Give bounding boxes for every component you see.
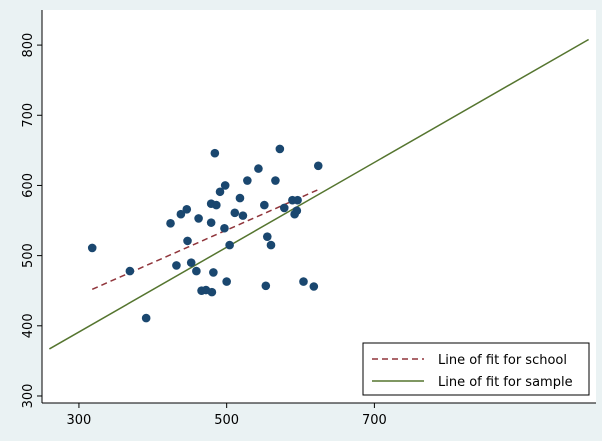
data-point-0 bbox=[87, 243, 97, 253]
y-tick-label-300: 300 bbox=[21, 384, 36, 409]
legend-label-sample: Line of fit for sample bbox=[438, 375, 573, 390]
data-point-25 bbox=[235, 193, 245, 203]
legend-label-school: Line of fit for school bbox=[438, 353, 567, 368]
data-point-2 bbox=[141, 313, 151, 323]
data-point-17 bbox=[210, 148, 220, 158]
axis-ticks: 300 500 700 300 400 500 600 700 800 bbox=[21, 33, 387, 428]
data-point-32 bbox=[266, 240, 276, 250]
data-point-28 bbox=[254, 164, 263, 173]
data-point-33 bbox=[271, 176, 280, 185]
data-point-23 bbox=[225, 240, 234, 250]
y-tick-label-500: 500 bbox=[21, 243, 36, 268]
y-tick-label-800: 800 bbox=[21, 33, 36, 58]
data-point-20 bbox=[220, 223, 229, 233]
data-point-19 bbox=[215, 187, 225, 197]
data-points bbox=[87, 144, 323, 323]
data-point-18 bbox=[212, 200, 221, 210]
data-point-21 bbox=[220, 181, 230, 190]
data-point-1 bbox=[125, 266, 135, 276]
data-point-26 bbox=[238, 211, 248, 220]
data-point-4 bbox=[172, 261, 181, 270]
x-tick-label-500: 500 bbox=[214, 413, 239, 428]
data-point-22 bbox=[222, 277, 231, 286]
data-point-34 bbox=[275, 144, 285, 154]
data-point-29 bbox=[260, 200, 269, 210]
line-of-fit-sample bbox=[49, 38, 589, 350]
data-point-6 bbox=[182, 205, 192, 214]
y-tick-label-400: 400 bbox=[21, 313, 36, 338]
y-tick-label-700: 700 bbox=[21, 103, 36, 128]
data-point-15 bbox=[207, 287, 217, 297]
data-point-24 bbox=[230, 208, 240, 218]
data-point-38 bbox=[292, 206, 302, 216]
legend: Line of fit for school Line of fit for s… bbox=[362, 342, 590, 396]
x-tick-label-300: 300 bbox=[67, 413, 92, 428]
data-point-16 bbox=[209, 268, 218, 277]
data-point-30 bbox=[261, 281, 271, 291]
data-point-7 bbox=[183, 236, 192, 246]
data-point-42 bbox=[313, 161, 323, 171]
legend-box bbox=[362, 342, 590, 396]
x-tick-label-700: 700 bbox=[362, 413, 387, 428]
y-tick-label-600: 600 bbox=[21, 173, 36, 198]
data-point-5 bbox=[176, 209, 186, 219]
data-point-27 bbox=[243, 176, 252, 185]
data-point-40 bbox=[299, 277, 308, 286]
data-point-9 bbox=[192, 266, 201, 276]
data-point-13 bbox=[206, 218, 216, 227]
data-point-10 bbox=[194, 214, 203, 223]
data-point-35 bbox=[279, 203, 289, 213]
data-point-31 bbox=[262, 232, 272, 241]
data-point-8 bbox=[186, 258, 196, 267]
data-point-3 bbox=[166, 219, 175, 228]
data-point-41 bbox=[309, 282, 319, 291]
plot-area bbox=[42, 10, 596, 403]
data-point-39 bbox=[293, 195, 302, 205]
